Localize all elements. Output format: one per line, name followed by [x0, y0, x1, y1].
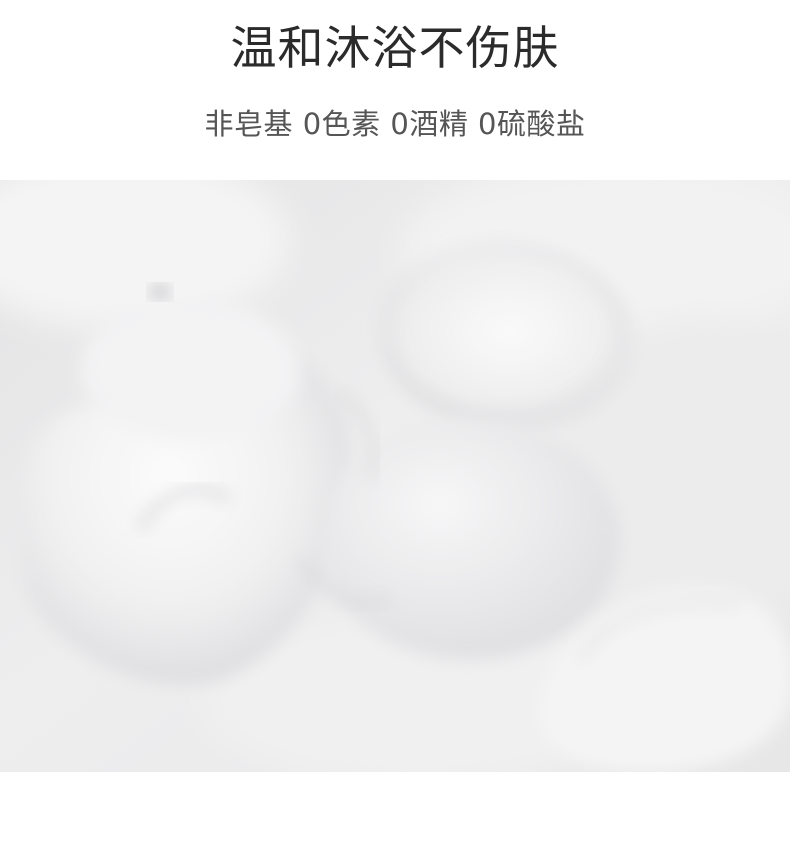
header: 温和沐浴不伤肤 非皂基 0色素 0酒精 0硫酸盐	[0, 0, 790, 180]
page-title: 温和沐浴不伤肤	[230, 21, 560, 75]
foam-texture-image	[0, 180, 790, 772]
foam-texture-svg	[0, 180, 790, 772]
bottom-spacer	[0, 772, 790, 848]
feature-subtitle: 非皂基 0色素 0酒精 0硫酸盐	[204, 107, 586, 141]
